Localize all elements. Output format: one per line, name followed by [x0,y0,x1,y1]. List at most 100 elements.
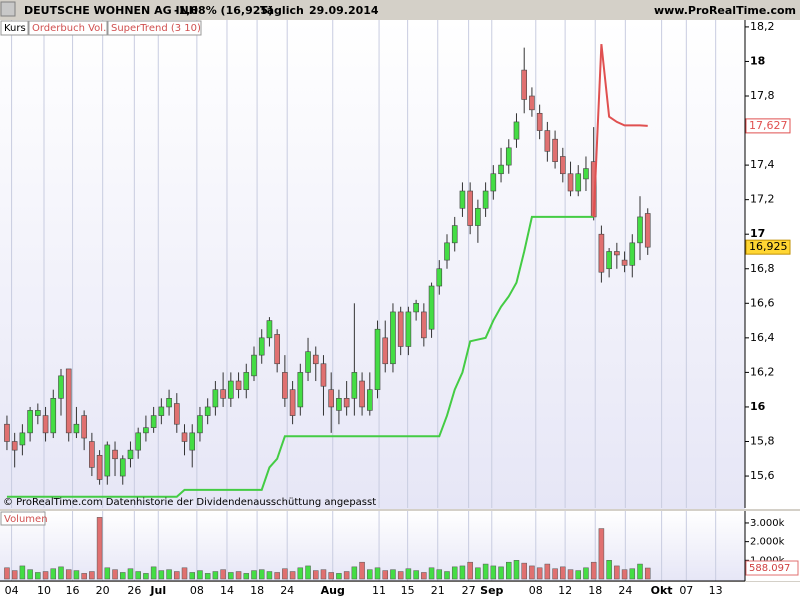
volume-bar [274,572,280,580]
tab[interactable] [0,511,46,526]
volume-bar [567,569,574,580]
menu-icon[interactable] [0,1,16,17]
volume-bar [575,570,581,580]
volume-bar [181,567,188,580]
candle-body [644,213,651,248]
candle-body [498,164,504,175]
y-tick-label: 17,8 [750,89,775,102]
volume-bar [197,570,203,580]
volume-bar [282,568,288,580]
candle-body [197,415,203,434]
candle-body [521,69,528,100]
y-tick-label: 18,2 [750,20,775,33]
x-tick-label: 16 [66,584,80,597]
volume-bar [158,570,165,580]
volume-panel [0,511,745,581]
candle-body [505,147,512,166]
y-tick-label: 16,2 [750,365,775,378]
candle-body [112,449,118,460]
candle-body [4,423,10,442]
volume-bar [305,565,311,580]
x-tick-label: 08 [190,584,204,597]
candle-body [19,432,26,446]
candle-body [428,285,435,330]
header-bar [0,0,800,19]
candle-body [475,207,481,226]
volume-bar [351,566,358,580]
volume-bar [228,572,234,580]
tab[interactable] [107,20,202,36]
candle-body [89,441,95,468]
candle-body [536,112,543,131]
y-tick-label: 15,8 [750,434,775,447]
candle-body [96,455,103,480]
volume-bar [629,568,636,580]
candle-body [143,427,149,434]
change: -1,08% (16,925) [174,4,273,17]
volume-bar [212,571,219,580]
candle-body [459,190,466,209]
volume-bar [266,571,273,580]
volume-bar [621,569,628,580]
candle-body [629,242,636,266]
tab[interactable] [0,20,29,36]
x-tick-label: 07 [679,584,693,597]
volume-bar [560,566,566,580]
price-label: 16,925 [749,240,788,253]
volume-bar [405,568,412,580]
candle-body [328,389,334,408]
candle-body [305,351,311,373]
volume-bar [467,561,473,580]
volume-bar [320,569,327,580]
y-tick-label: 15,6 [750,469,775,482]
volume-bar [367,569,373,580]
volume-bar [297,567,304,580]
price-panel [0,20,745,509]
volume-bar [482,563,489,580]
y-tick-label: 17,2 [750,193,775,206]
candle-body [27,410,33,434]
volume-bar [475,567,481,580]
volume-bar [359,561,365,580]
x-axis [0,582,800,600]
candle-body [127,449,134,460]
x-tick-label: Jul [149,584,166,597]
volume-bar [606,560,612,580]
candle-body [390,311,396,365]
candle-body [65,368,72,434]
candle-body [235,380,242,390]
volume-bar [529,565,535,580]
x-tick-label: 18 [250,584,264,597]
price-label-box [745,239,791,255]
candle-body [135,432,141,451]
volume-bar [220,569,226,580]
volume-bar [313,570,319,580]
x-tick-label: 13 [709,584,723,597]
tab[interactable] [28,20,108,36]
x-tick-label: 18 [588,584,602,597]
date: 29.09.2014 [309,4,379,17]
candle-body [575,173,582,192]
candle-body [529,95,535,111]
tab-label: SuperTrend (3 10) [111,23,201,34]
volume-bar [127,568,134,580]
tab-label: Kurs [4,23,26,34]
candle-body [552,138,558,162]
y-tick-label: 16,8 [750,262,775,275]
volume-bar [390,569,396,580]
candle-body [282,372,288,399]
volume-bar [397,571,404,580]
candle-body [397,311,404,347]
volume-bar [382,570,388,580]
volume-bar [50,568,57,580]
volume-bar [536,567,543,580]
candle-body [451,225,458,244]
volume-bar [235,571,242,580]
price-label-box [745,118,791,134]
tab-label: Volumen [4,514,48,525]
volume-bar [614,565,620,580]
candle-body [312,354,319,365]
candle-body [42,415,49,434]
x-tick-label: 15 [401,584,415,597]
candle-body [351,372,358,399]
